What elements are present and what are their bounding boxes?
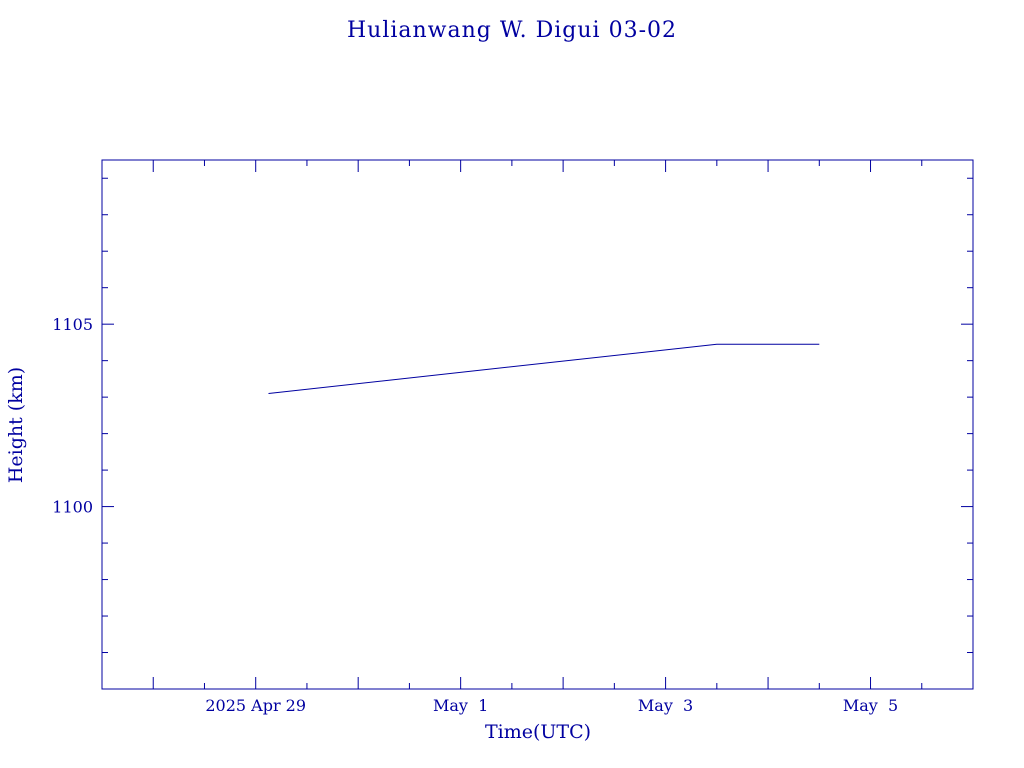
y-axis-label: Height (km) (5, 367, 27, 483)
chart-title: Hulianwang W. Digui 03-02 (347, 18, 677, 43)
x-axis-label: Time(UTC) (485, 721, 591, 743)
x-tick-label: 2025 Apr 29 (205, 696, 306, 715)
x-tick-label: May 1 (433, 696, 488, 715)
series-layer (268, 343, 820, 394)
y-tick-label: 1105 (52, 315, 93, 334)
x-tick-label: May 3 (638, 696, 693, 715)
series-line (268, 343, 820, 394)
x-tick-label: May 5 (843, 696, 898, 715)
x-ticks: 2025 Apr 29 May 1 May 3 May 5 (101, 160, 974, 715)
y-ticks: 1100 1105 (52, 177, 973, 690)
y-tick-label: 1100 (52, 498, 93, 517)
plot-frame (101, 159, 974, 690)
